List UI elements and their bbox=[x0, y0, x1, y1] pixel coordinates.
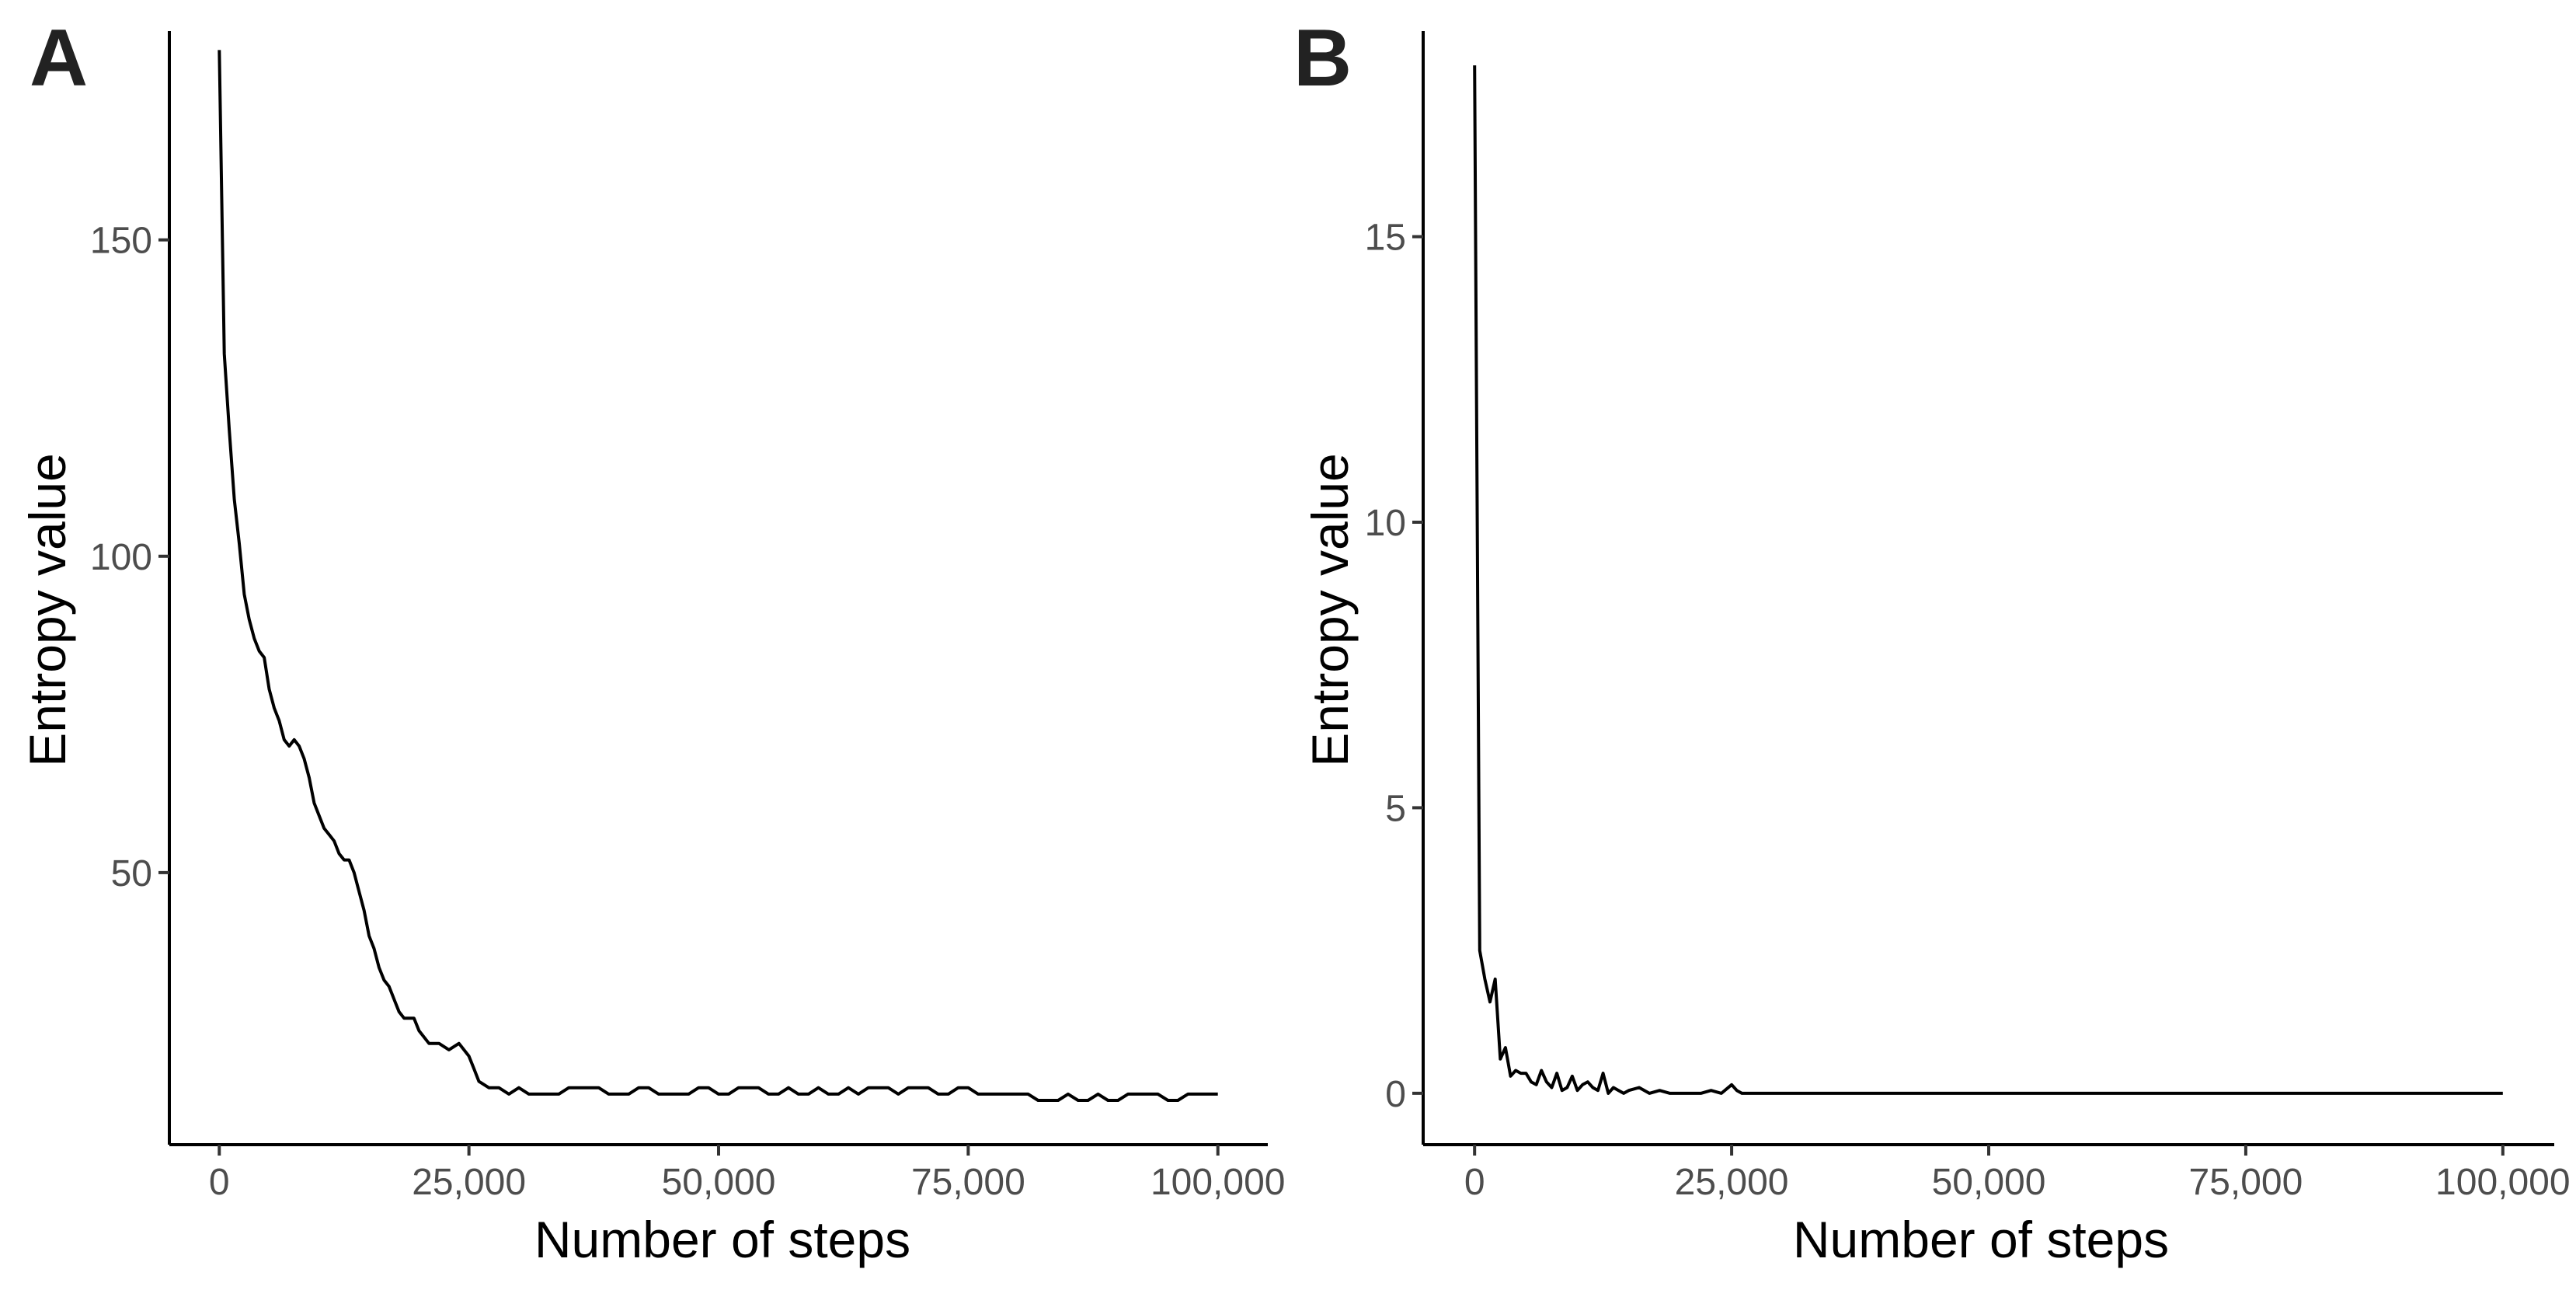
panel-b-y-tick-label: 5 bbox=[1385, 788, 1406, 829]
panel-a-label: A bbox=[30, 13, 88, 103]
panel-a-y-axis-title: Entropy value bbox=[19, 453, 76, 767]
panel-a-series-line-0 bbox=[218, 50, 1218, 1102]
panel-a-y-tick-label: 50 bbox=[111, 853, 152, 894]
panel-b: B 0 25,000 50,000 75,000 100,000 0 5 10 15 Numbe… bbox=[1293, 13, 2571, 1268]
panel-b-series-line-0 bbox=[1473, 65, 2503, 1095]
panel-b-x-tick-label: 25,000 bbox=[1675, 1162, 1789, 1203]
panel-b-x-tick-label: 0 bbox=[1464, 1162, 1485, 1203]
panel-b-label: B bbox=[1293, 13, 1352, 103]
panel-a-plot-area: 0 25,000 50,000 75,000 100,000 50 100 150 bbox=[90, 31, 1286, 1203]
panel-a-x-tick-label: 50,000 bbox=[662, 1162, 776, 1203]
panel-a-x-tick-label: 25,000 bbox=[412, 1162, 526, 1203]
panel-b-y-tick-label: 10 bbox=[1365, 503, 1406, 544]
panel-a-y-tick-label: 100 bbox=[90, 537, 152, 578]
panel-a-x-axis-title: Number of steps bbox=[534, 1211, 910, 1268]
panel-b-x-axis-title: Number of steps bbox=[1793, 1211, 2169, 1268]
panel-b-y-tick-label: 0 bbox=[1385, 1074, 1406, 1115]
panel-a-y-tick-label: 150 bbox=[90, 221, 152, 262]
panel-b-x-tick-label: 50,000 bbox=[1932, 1162, 2046, 1203]
panel-b-plot-area: 0 25,000 50,000 75,000 100,000 0 5 10 15 bbox=[1365, 31, 2571, 1203]
panel-a: A 0 25,000 50,000 75,000 100,000 50 100 150 Num… bbox=[19, 13, 1285, 1268]
panel-b-y-axis-title: Entropy value bbox=[1301, 453, 1359, 767]
panel-b-x-tick-label: 100,000 bbox=[2435, 1162, 2571, 1203]
panel-a-x-tick-label: 0 bbox=[209, 1162, 230, 1203]
panel-b-y-tick-label: 15 bbox=[1365, 218, 1406, 259]
panel-a-x-tick-label: 75,000 bbox=[911, 1162, 1025, 1203]
panel-a-x-tick-label: 100,000 bbox=[1150, 1162, 1286, 1203]
panel-b-x-tick-label: 75,000 bbox=[2189, 1162, 2303, 1203]
